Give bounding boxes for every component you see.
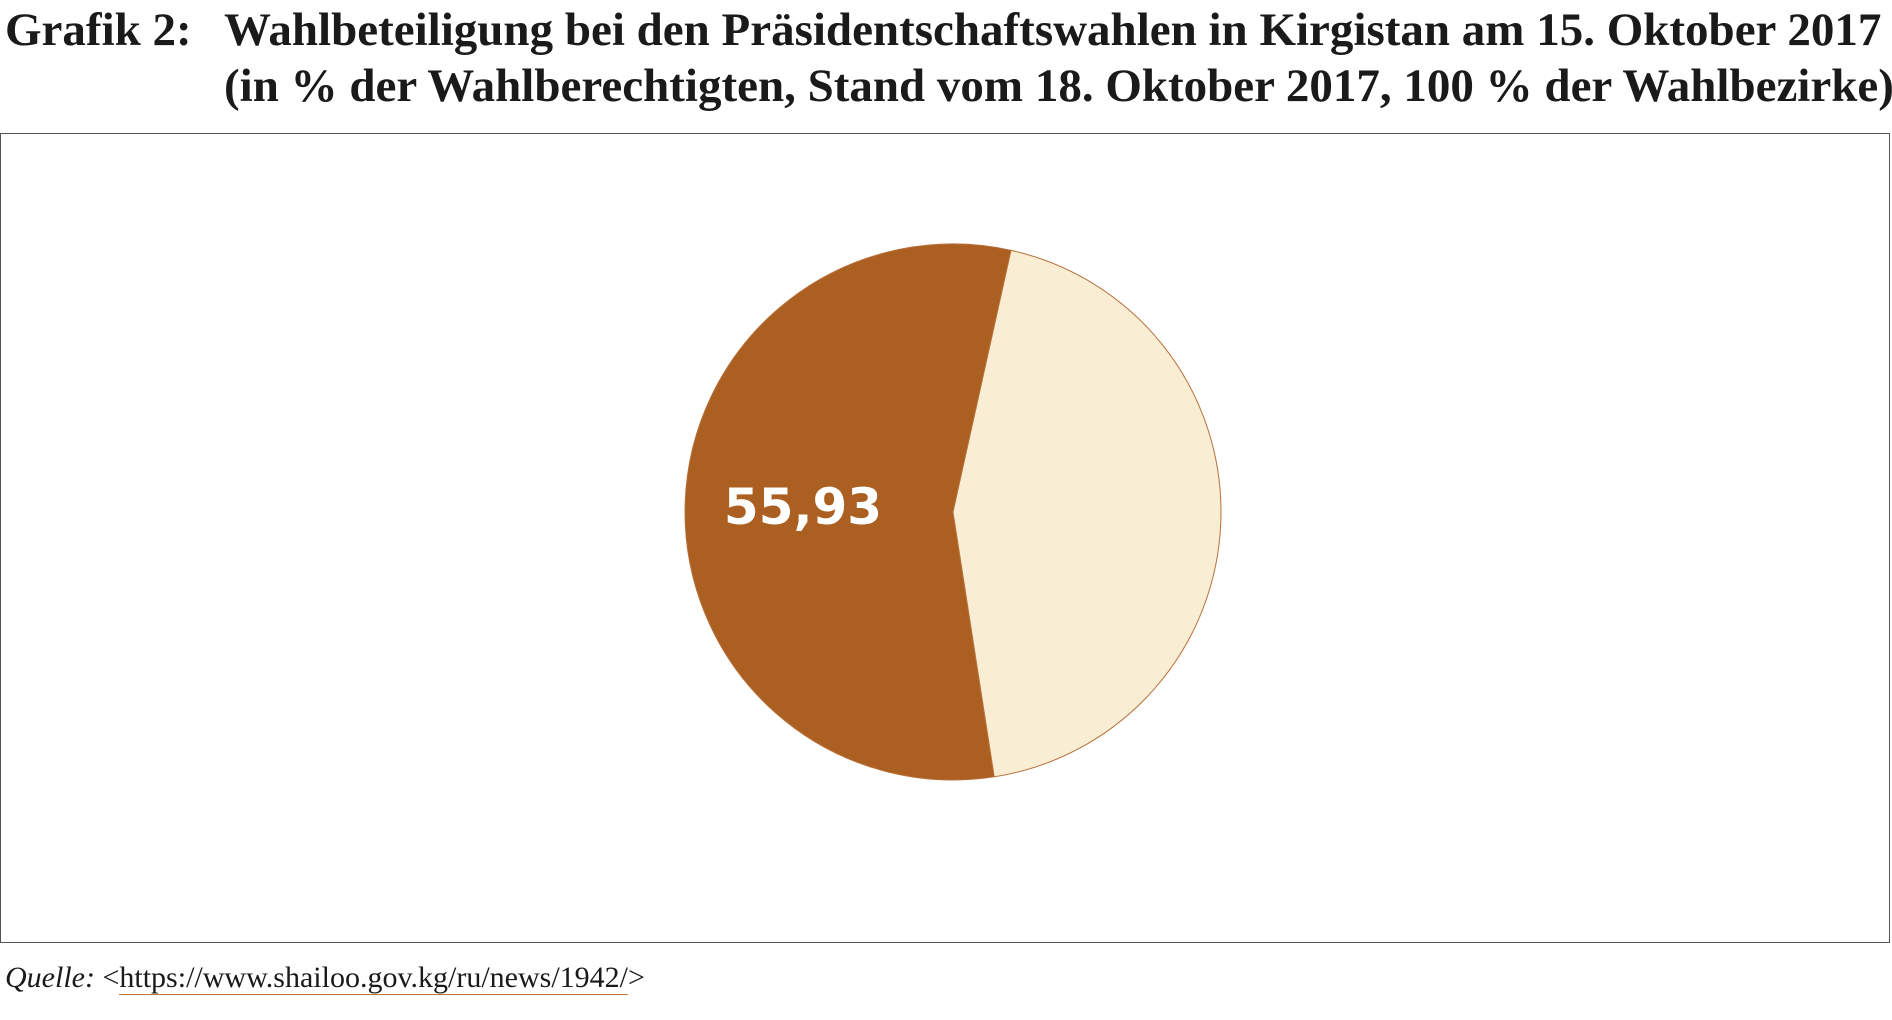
chart-title-block: Grafik 2: Wahlbeteiligung bei den Präsid… bbox=[5, 2, 1892, 114]
pie-chart: 55,93 bbox=[684, 243, 1222, 781]
source-close-bracket: > bbox=[627, 961, 645, 994]
pie-slice-0 bbox=[684, 243, 1012, 781]
pie-slice-label-0: 55,93 bbox=[724, 478, 882, 536]
chart-frame: 55,93 bbox=[0, 133, 1890, 943]
chart-subtitle: (in % der Wahlberechtigten, Stand vom 18… bbox=[224, 60, 1892, 112]
chart-title: Wahlbeteiligung bei den Präsidentschafts… bbox=[224, 4, 1882, 56]
source-open-bracket: < bbox=[102, 961, 120, 994]
figure-number: Grafik 2: bbox=[5, 4, 192, 56]
source-link[interactable]: https://www.shailoo.gov.kg/ru/news/1942/ bbox=[119, 961, 628, 995]
title-row: Grafik 2: Wahlbeteiligung bei den Präsid… bbox=[5, 2, 1885, 58]
pie-slice-1 bbox=[952, 249, 1222, 778]
subtitle-row: (in % der Wahlberechtigten, Stand vom 18… bbox=[5, 58, 1892, 114]
source-label: Quelle: bbox=[5, 961, 95, 994]
source-note: Quelle: <https://www.shailoo.gov.kg/ru/n… bbox=[5, 958, 645, 998]
